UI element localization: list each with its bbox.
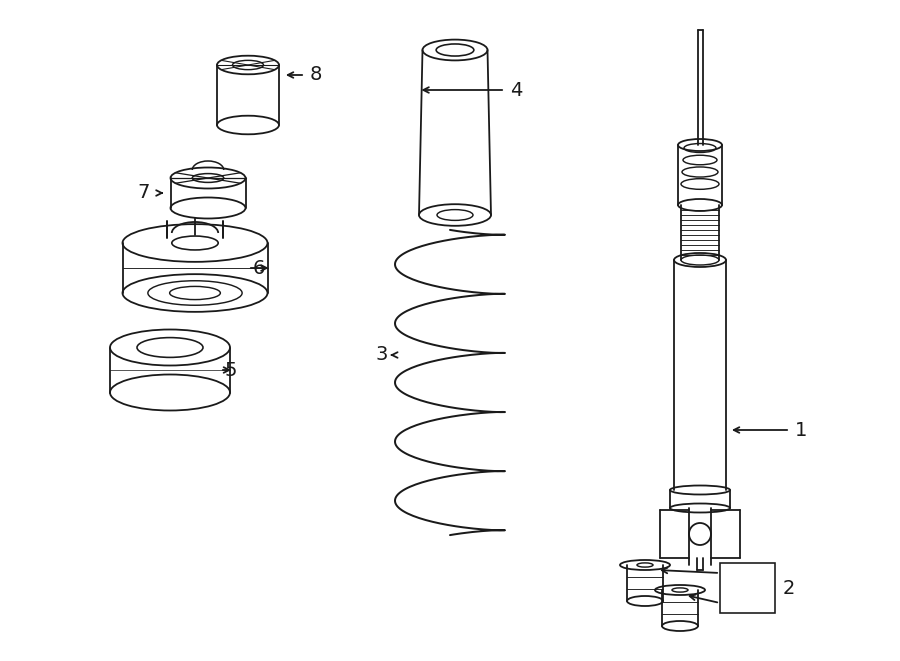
Bar bbox=[720, 563, 775, 613]
Text: 1: 1 bbox=[795, 420, 807, 440]
Text: 7: 7 bbox=[138, 184, 150, 202]
Text: 2: 2 bbox=[783, 578, 796, 598]
Text: 5: 5 bbox=[225, 360, 238, 379]
Text: 8: 8 bbox=[310, 65, 322, 85]
Text: 4: 4 bbox=[510, 81, 522, 100]
Text: 6: 6 bbox=[253, 258, 266, 278]
Text: 3: 3 bbox=[375, 346, 388, 364]
